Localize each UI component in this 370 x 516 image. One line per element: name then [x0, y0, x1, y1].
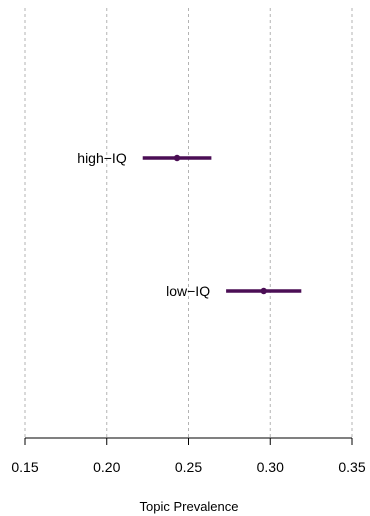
series-label-1: low−IQ: [166, 283, 210, 299]
x-tick-label-2: 0.25: [175, 459, 202, 475]
x-axis-label: Topic Prevalence: [140, 499, 239, 514]
point-estimate-1: [260, 287, 267, 295]
series-label-0: high−IQ: [77, 150, 127, 166]
x-axis: 0.15 0.20 0.25 0.30 0.35: [11, 437, 366, 475]
x-tick-label-4: 0.35: [338, 459, 365, 475]
grid-layer: [24, 8, 353, 438]
series-layer: high−IQ low−IQ: [77, 150, 302, 299]
point-estimate-0: [173, 154, 181, 162]
x-tick-label-1: 0.20: [93, 459, 120, 475]
x-tick-label-3: 0.30: [257, 459, 284, 475]
x-tick-label-0: 0.15: [11, 459, 38, 475]
